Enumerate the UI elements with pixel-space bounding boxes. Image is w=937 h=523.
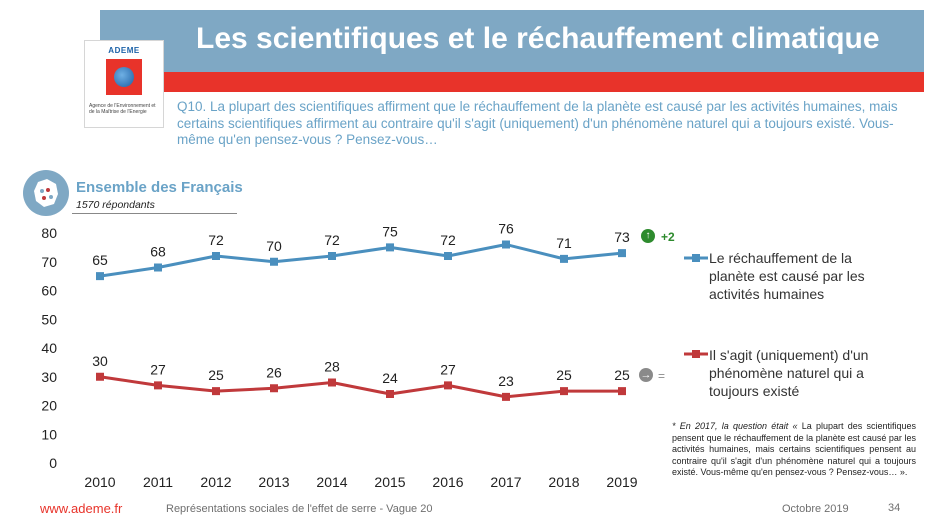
group-divider	[72, 213, 237, 214]
data-label: 72	[208, 232, 224, 248]
data-point	[96, 372, 104, 381]
footer-date: Octobre 2019	[782, 503, 849, 515]
y-tick-label: 20	[41, 398, 57, 414]
legend-marker-series2	[684, 350, 708, 358]
globe-icon	[114, 67, 134, 87]
y-tick-label: 40	[41, 340, 57, 356]
data-label: 26	[266, 364, 282, 380]
data-point	[386, 243, 394, 252]
data-label: 72	[440, 232, 456, 248]
x-tick-label: 2016	[432, 474, 463, 490]
data-point	[618, 249, 626, 258]
data-point	[444, 252, 452, 260]
data-point	[502, 240, 510, 249]
evolution-series1-label: +2	[661, 230, 675, 244]
data-label: 25	[614, 367, 630, 383]
x-tick-label: 2013	[258, 474, 289, 490]
evolution-stable-icon: →	[639, 368, 653, 382]
data-label: 70	[266, 238, 282, 254]
data-point	[96, 272, 104, 281]
data-label: 30	[92, 353, 108, 369]
footnote-text: La plupart des scientifiques pensent que…	[672, 421, 916, 477]
data-label: 73	[614, 229, 630, 245]
data-point	[328, 252, 336, 260]
france-map-glyph	[34, 179, 58, 207]
evolution-series2-label: =	[658, 369, 666, 383]
series-line-1	[99, 243, 623, 278]
y-tick-label: 60	[41, 283, 57, 299]
footer-url[interactable]: www.ademe.fr	[40, 501, 123, 516]
evolution-up-icon: ↑	[641, 229, 655, 243]
x-tick-label: 2014	[316, 474, 347, 490]
data-point	[502, 392, 510, 401]
data-point	[154, 263, 162, 272]
page-number: 34	[888, 502, 901, 514]
x-tick-label: 2015	[374, 474, 405, 490]
data-point	[270, 257, 278, 266]
data-label: 71	[556, 235, 572, 251]
footnote-lead: * En 2017, la question était «	[672, 421, 798, 431]
data-label: 75	[382, 223, 398, 239]
footer-title: Représentations sociales de l'effet de s…	[166, 503, 433, 515]
data-label: 25	[556, 367, 572, 383]
data-label: 76	[498, 221, 514, 237]
y-tick-label: 70	[41, 254, 57, 270]
legend-series1-label: Le réchauffement de la planète est causé…	[709, 250, 865, 302]
y-tick-label: 80	[41, 225, 57, 241]
y-tick-label: 30	[41, 369, 57, 385]
respondent-count: 1570 répondants	[76, 199, 155, 211]
ademe-logo: ADEME Agence de l'Environnement et de la…	[84, 40, 164, 128]
data-label: 28	[324, 359, 340, 375]
data-label: 27	[440, 361, 456, 377]
series-line-2	[99, 375, 622, 399]
data-label: 68	[150, 244, 166, 260]
data-point	[560, 254, 568, 263]
footnote: * En 2017, la question était « La plupar…	[672, 421, 916, 479]
data-label: 24	[382, 370, 398, 386]
data-label: 72	[324, 232, 340, 248]
x-tick-label: 2019	[606, 474, 637, 490]
line-chart: 0 10 20 30 40 50 60 70 80 2010 2011 2012 2013 2014 201…	[41, 221, 637, 491]
data-label: 65	[92, 252, 108, 268]
y-tick-label: 0	[49, 455, 57, 471]
y-tick-label: 10	[41, 426, 57, 442]
logo-name: ADEME	[108, 46, 140, 55]
question-text: Q10. La plupart des scientifiques affirm…	[177, 99, 898, 147]
data-point	[212, 252, 220, 260]
data-label: 23	[498, 373, 514, 389]
x-tick-label: 2018	[548, 474, 579, 490]
group-title: Ensemble des Français	[76, 179, 243, 196]
data-point	[154, 381, 162, 390]
data-point	[444, 381, 452, 390]
data-point	[328, 378, 336, 387]
x-tick-label: 2011	[143, 474, 173, 490]
data-point	[270, 384, 278, 393]
data-point	[560, 387, 568, 396]
data-label: 27	[150, 361, 166, 377]
header-band	[100, 10, 924, 72]
x-tick-label: 2012	[200, 474, 231, 490]
legend-series2-label: Il s'agit (uniquement) d'un phénomène na…	[709, 347, 869, 399]
logo-caption: Agence de l'Environnement et de la Maîtr…	[89, 103, 156, 115]
x-tick-label: 2017	[490, 474, 521, 490]
data-point	[386, 390, 394, 398]
page-title: Les scientifiques et le réchauffement cl…	[196, 22, 880, 55]
data-point	[212, 387, 220, 396]
y-tick-label: 50	[41, 311, 57, 327]
legend-marker-series1	[684, 254, 708, 262]
header-accent-strip	[100, 72, 924, 92]
x-tick-label: 2010	[84, 474, 115, 490]
data-label: 25	[208, 367, 224, 383]
data-point	[618, 387, 626, 396]
france-map-icon	[23, 170, 69, 216]
